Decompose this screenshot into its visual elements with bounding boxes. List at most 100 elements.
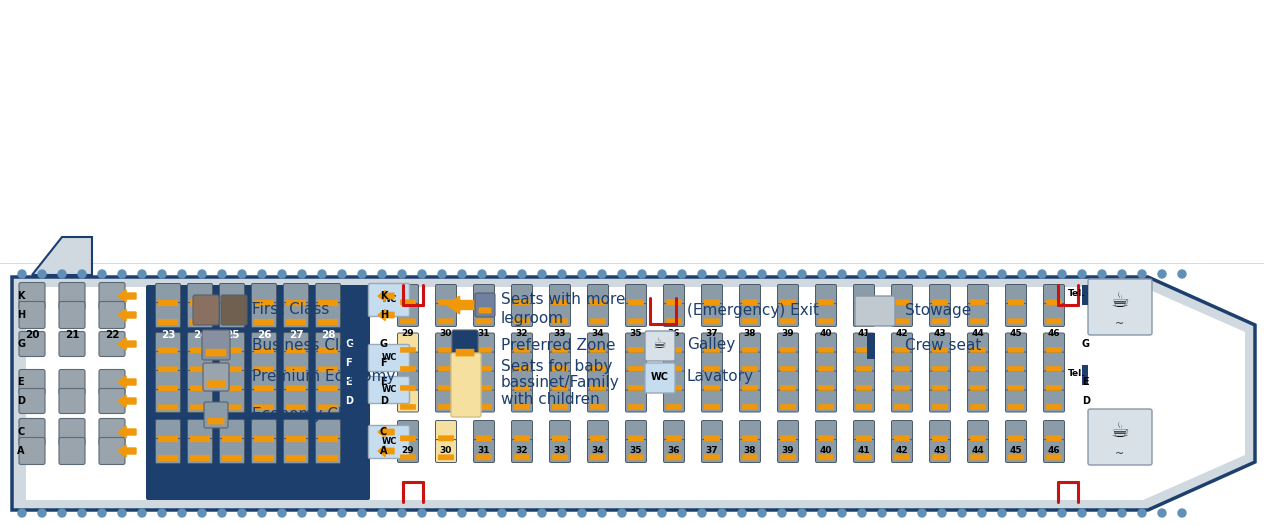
FancyBboxPatch shape — [929, 421, 951, 444]
FancyBboxPatch shape — [1005, 352, 1026, 374]
FancyBboxPatch shape — [967, 352, 988, 374]
Circle shape — [918, 509, 927, 517]
FancyBboxPatch shape — [552, 318, 568, 324]
Text: 31: 31 — [478, 329, 490, 338]
FancyBboxPatch shape — [853, 439, 875, 463]
FancyBboxPatch shape — [474, 421, 494, 444]
Circle shape — [498, 509, 506, 517]
FancyBboxPatch shape — [894, 347, 910, 353]
Text: 37: 37 — [705, 446, 718, 455]
Text: C: C — [16, 427, 24, 437]
FancyBboxPatch shape — [704, 404, 720, 410]
FancyBboxPatch shape — [1009, 385, 1024, 391]
FancyBboxPatch shape — [397, 421, 418, 444]
FancyBboxPatch shape — [626, 352, 646, 374]
Circle shape — [378, 270, 386, 278]
FancyBboxPatch shape — [187, 352, 212, 374]
FancyBboxPatch shape — [252, 390, 277, 413]
FancyBboxPatch shape — [856, 385, 872, 391]
FancyBboxPatch shape — [397, 303, 418, 327]
FancyBboxPatch shape — [588, 371, 608, 393]
FancyBboxPatch shape — [969, 347, 986, 353]
FancyBboxPatch shape — [739, 352, 761, 374]
FancyBboxPatch shape — [252, 332, 277, 355]
FancyBboxPatch shape — [475, 293, 495, 317]
Circle shape — [598, 270, 605, 278]
FancyBboxPatch shape — [187, 438, 212, 464]
FancyBboxPatch shape — [512, 333, 532, 355]
Circle shape — [938, 270, 945, 278]
FancyBboxPatch shape — [401, 404, 416, 410]
Circle shape — [478, 509, 485, 517]
Text: 43: 43 — [934, 329, 947, 338]
FancyBboxPatch shape — [474, 333, 494, 355]
FancyBboxPatch shape — [664, 421, 685, 444]
FancyBboxPatch shape — [739, 285, 761, 308]
Text: D: D — [380, 396, 388, 406]
FancyBboxPatch shape — [187, 371, 212, 394]
FancyBboxPatch shape — [550, 421, 570, 444]
Circle shape — [298, 509, 306, 517]
Text: bassinet/Family: bassinet/Family — [501, 375, 619, 391]
FancyBboxPatch shape — [550, 390, 570, 412]
FancyBboxPatch shape — [190, 300, 210, 306]
Circle shape — [999, 270, 1006, 278]
FancyBboxPatch shape — [220, 332, 244, 355]
Circle shape — [518, 509, 526, 517]
Circle shape — [298, 270, 306, 278]
Text: A: A — [380, 446, 388, 456]
FancyBboxPatch shape — [742, 318, 758, 324]
FancyBboxPatch shape — [854, 296, 895, 326]
FancyBboxPatch shape — [666, 385, 681, 391]
FancyBboxPatch shape — [1047, 404, 1062, 410]
FancyBboxPatch shape — [252, 302, 277, 328]
FancyArrow shape — [118, 376, 137, 388]
Text: A: A — [16, 446, 24, 456]
Circle shape — [1117, 270, 1126, 278]
Circle shape — [58, 270, 66, 278]
FancyBboxPatch shape — [588, 439, 608, 463]
Text: 29: 29 — [402, 446, 415, 455]
FancyBboxPatch shape — [99, 370, 125, 394]
Circle shape — [258, 509, 265, 517]
FancyBboxPatch shape — [286, 366, 306, 372]
Circle shape — [659, 270, 666, 278]
Circle shape — [798, 270, 806, 278]
FancyBboxPatch shape — [220, 438, 244, 464]
FancyArrow shape — [378, 426, 394, 437]
FancyBboxPatch shape — [929, 285, 951, 308]
Text: 42: 42 — [896, 329, 909, 338]
Text: H: H — [16, 310, 25, 320]
FancyBboxPatch shape — [704, 435, 720, 441]
FancyBboxPatch shape — [401, 366, 416, 372]
FancyBboxPatch shape — [626, 371, 646, 393]
FancyBboxPatch shape — [1044, 303, 1064, 327]
Text: 44: 44 — [972, 329, 985, 338]
FancyBboxPatch shape — [894, 404, 910, 410]
FancyBboxPatch shape — [742, 299, 758, 305]
FancyBboxPatch shape — [252, 371, 277, 394]
FancyBboxPatch shape — [436, 285, 456, 308]
Text: Premium Economy: Premium Economy — [252, 370, 396, 384]
Circle shape — [439, 509, 446, 517]
FancyArrow shape — [118, 309, 137, 321]
Circle shape — [178, 270, 186, 278]
FancyArrow shape — [378, 290, 394, 301]
FancyBboxPatch shape — [99, 388, 125, 414]
Text: 30: 30 — [440, 446, 453, 455]
FancyBboxPatch shape — [514, 435, 530, 441]
FancyBboxPatch shape — [1044, 421, 1064, 444]
Text: Seats with more: Seats with more — [501, 292, 626, 308]
FancyBboxPatch shape — [19, 282, 46, 310]
FancyBboxPatch shape — [397, 390, 418, 412]
FancyBboxPatch shape — [397, 352, 418, 374]
FancyBboxPatch shape — [19, 437, 46, 465]
FancyBboxPatch shape — [739, 421, 761, 444]
FancyBboxPatch shape — [704, 347, 720, 353]
FancyBboxPatch shape — [552, 385, 568, 391]
FancyBboxPatch shape — [628, 318, 643, 324]
FancyBboxPatch shape — [590, 385, 605, 391]
FancyBboxPatch shape — [1005, 285, 1026, 308]
Circle shape — [1138, 270, 1146, 278]
FancyBboxPatch shape — [286, 319, 306, 325]
